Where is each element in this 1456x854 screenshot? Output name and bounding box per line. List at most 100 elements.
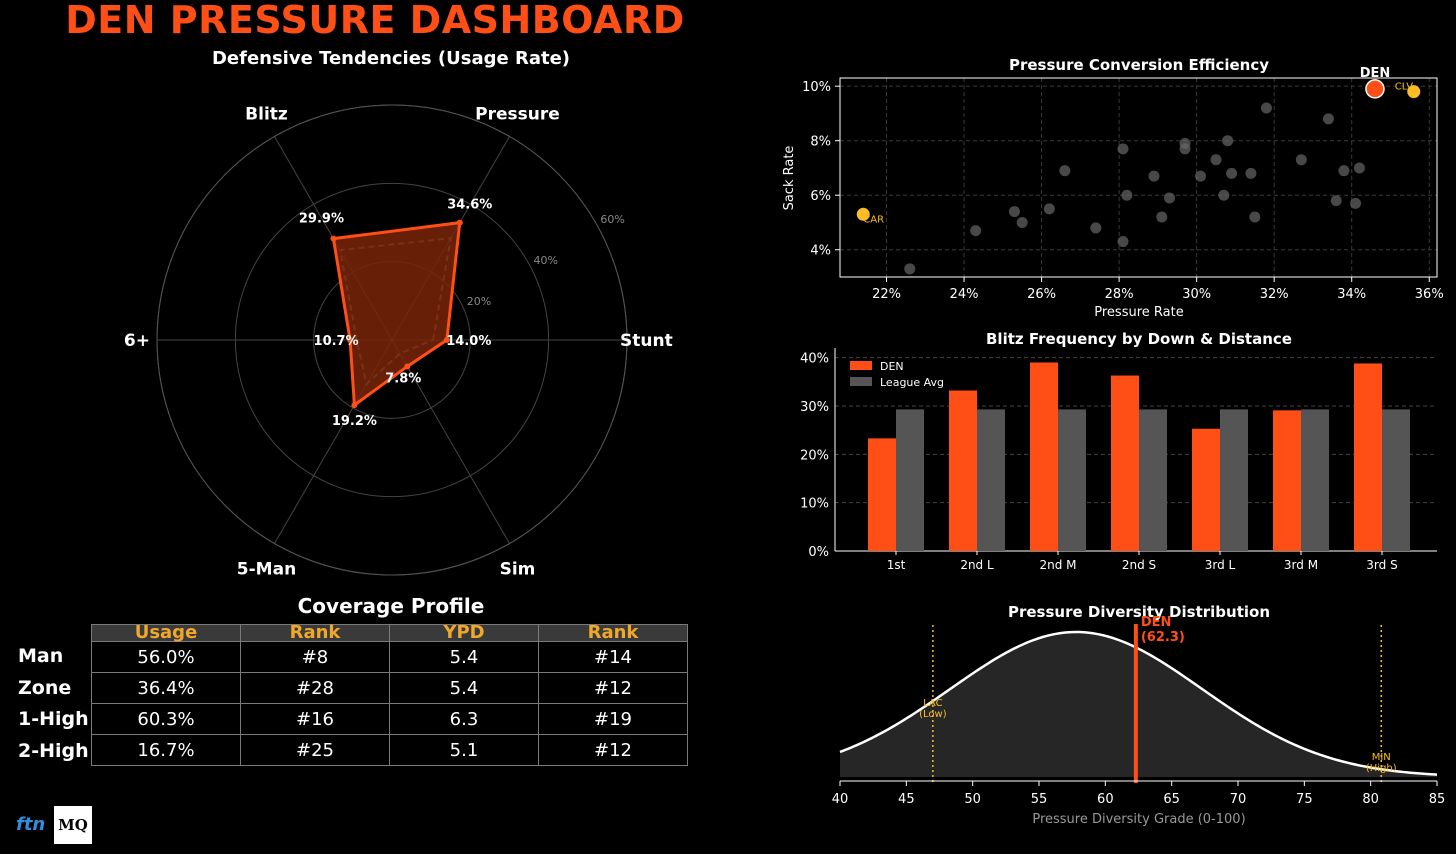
- scatter-point-highlight: [1407, 85, 1421, 99]
- bar-category-label: 3rd S: [1366, 558, 1397, 572]
- dist-area: LAC(Low) MIN(High) DEN(62.3): [839, 615, 1438, 783]
- cell-rank: #8: [240, 641, 390, 673]
- scatter-point: [1117, 143, 1129, 155]
- scatter-point: [1059, 165, 1071, 177]
- coverage-row-label: Zone: [18, 677, 72, 699]
- scatter-point: [1148, 170, 1160, 182]
- bar-y-tick-label: 20%: [800, 448, 829, 463]
- scatter-point: [1016, 216, 1028, 228]
- radar-ring-label: 60%: [600, 213, 624, 226]
- scatter-x-tick-label: 30%: [1182, 287, 1211, 302]
- coverage-header-ypd-rank: Rank: [538, 624, 688, 642]
- scatter-point: [1218, 189, 1230, 201]
- cell-rank: #25: [240, 734, 390, 766]
- coverage-row-label: Man: [18, 645, 64, 667]
- scatter-y-tick-label: 10%: [802, 80, 831, 95]
- scatter-points: DEN CLV CAR: [856, 66, 1421, 275]
- scatter-label-highlight: CAR: [863, 214, 884, 225]
- scatter-x-label: Pressure Rate: [1094, 305, 1183, 320]
- scatter-point: [1195, 170, 1207, 182]
- scatter-x-tick-label: 36%: [1415, 287, 1444, 302]
- scatter-point: [1322, 113, 1334, 125]
- scatter-point: [1295, 154, 1307, 166]
- bar-league: [1058, 409, 1086, 551]
- cell-usage: 60.3%: [91, 703, 241, 735]
- dist-marker-note: (High): [1366, 763, 1397, 774]
- scatter-point: [1226, 167, 1238, 179]
- scatter-point: [904, 263, 916, 275]
- bar-den: [1273, 410, 1301, 551]
- bar-league: [1301, 409, 1329, 551]
- scatter-point: [970, 225, 982, 237]
- legend-label: League Avg: [880, 376, 944, 389]
- coverage-header-row: Usage Rank YPD Rank: [91, 624, 688, 642]
- bar-category-label: 3rd L: [1205, 558, 1236, 572]
- scatter-point: [1043, 203, 1055, 215]
- bar-den: [1030, 362, 1058, 551]
- bar-y-tick-label: 30%: [800, 400, 829, 415]
- coverage-header-ypd: YPD: [389, 624, 539, 642]
- radar-axis-label: Pressure: [475, 104, 560, 124]
- table-row: 56.0% #8 5.4 #14: [91, 641, 688, 673]
- legend-swatch: [850, 361, 872, 370]
- ftn-logo: ftn: [16, 814, 46, 835]
- dist-den-label: DEN: [1141, 615, 1172, 630]
- scatter-x-tick-label: 24%: [950, 287, 979, 302]
- scatter-x-tick-label: 22%: [872, 287, 901, 302]
- dist-tick-label: 60: [1097, 792, 1114, 807]
- dist-title: Pressure Diversity Distribution: [1008, 603, 1270, 621]
- scatter-x-tick-label: 28%: [1105, 287, 1134, 302]
- coverage-title: Coverage Profile: [297, 594, 485, 618]
- radar-value-label: 34.6%: [447, 198, 492, 213]
- radar-den-point: [351, 402, 358, 409]
- coverage-row-label: 1-High: [18, 708, 89, 730]
- radar-axis-label: 5-Man: [237, 560, 296, 580]
- legend-label: DEN: [880, 360, 904, 373]
- radar-labels: 20% 40% 60% 14.0% 34.6% 29.9% 10.7% 19.2% 7.8% St…: [124, 104, 673, 579]
- dist-fill: [840, 632, 1437, 777]
- bar-league: [1139, 409, 1167, 551]
- cell-ypd: 5.1: [389, 734, 539, 766]
- scatter-point: [1156, 211, 1168, 223]
- bar-den: [868, 438, 896, 551]
- cell-usage: 56.0%: [91, 641, 241, 673]
- radar-value-label: 29.9%: [299, 212, 344, 227]
- bar-den: [949, 390, 977, 551]
- cell-usage: 36.4%: [91, 672, 241, 704]
- scatter-point: [1210, 154, 1222, 166]
- bar-category-label: 1st: [887, 558, 906, 572]
- mq-logo: MQ: [54, 806, 92, 844]
- bar-den: [1192, 428, 1220, 551]
- dist-x-label: Pressure Diversity Grade (0-100): [1032, 812, 1245, 827]
- coverage-header-usage: Usage: [91, 624, 241, 642]
- scatter-x-tick-label: 26%: [1027, 287, 1056, 302]
- scatter-point: [1121, 189, 1133, 201]
- scatter-y-tick-label: 8%: [810, 135, 831, 150]
- bar-y-tick-label: 10%: [800, 497, 829, 512]
- table-row: 60.3% #16 6.3 #19: [91, 703, 688, 735]
- dist-marker-team: LAC: [923, 698, 942, 709]
- scatter-point: [1090, 222, 1102, 234]
- bar-category-label: 2nd S: [1122, 558, 1156, 572]
- radar-axis-label: Stunt: [620, 331, 673, 351]
- bar-league: [896, 409, 924, 551]
- scatter-point: [1338, 165, 1350, 177]
- bar-league: [977, 409, 1005, 551]
- coverage-header-rank: Rank: [240, 624, 390, 642]
- scatter-frame: [839, 77, 1438, 278]
- scatter-point: [1164, 192, 1176, 204]
- bar-marks: [868, 362, 1410, 551]
- bar-category-label: 2nd M: [1039, 558, 1076, 572]
- scatter-title: Pressure Conversion Efficiency: [1009, 56, 1269, 74]
- bar-y-tick-label: 0%: [808, 545, 829, 560]
- radar-den-point: [404, 363, 411, 370]
- dist-marker-team: MIN: [1372, 752, 1391, 763]
- radar-axis-label: 6+: [124, 331, 150, 351]
- cell-ypd-rank: #12: [538, 734, 688, 766]
- radar-spoke: [391, 339, 510, 544]
- scatter-point: [1245, 167, 1257, 179]
- coverage-row-label: 2-High: [18, 740, 89, 762]
- cell-ypd-rank: #19: [538, 703, 688, 735]
- cell-ypd-rank: #14: [538, 641, 688, 673]
- dist-axis: 40 45 50 55 60 65 70 75 80 85: [832, 780, 1445, 807]
